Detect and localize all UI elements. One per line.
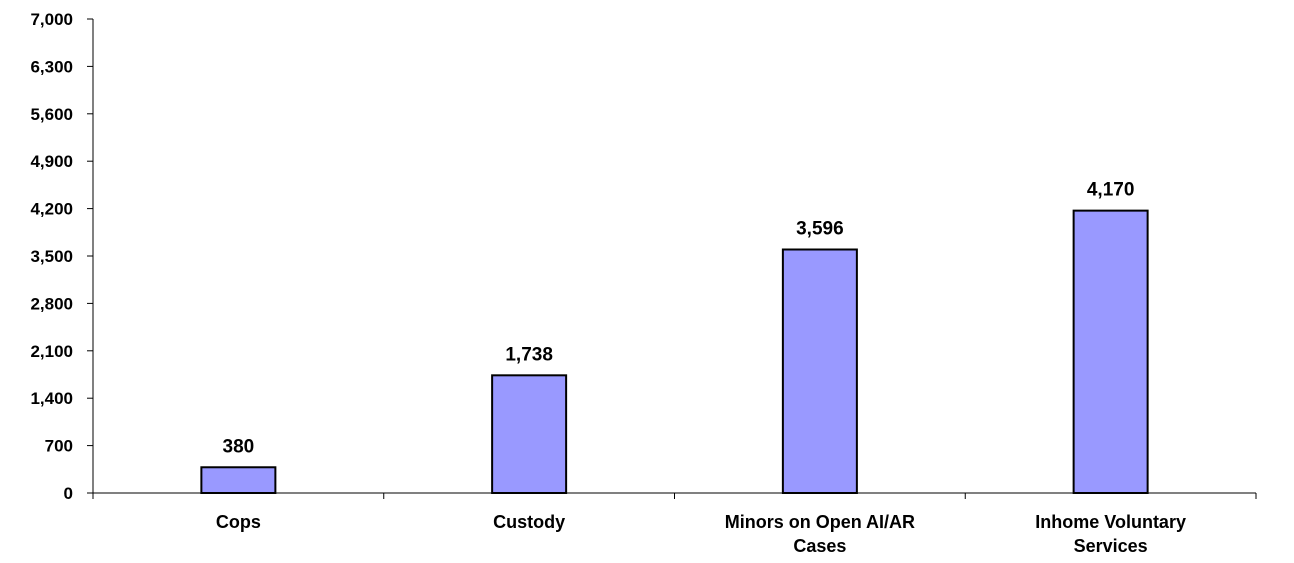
y-tick-label: 4,200: [30, 200, 73, 219]
x-category-label-line: Cases: [793, 536, 846, 556]
x-category-label-line: Services: [1074, 536, 1148, 556]
bar: [491, 374, 568, 494]
y-tick-label: 5,600: [30, 105, 73, 124]
y-tick-label: 2,800: [30, 294, 73, 313]
data-label: 3,596: [796, 218, 844, 239]
x-category-label: Cops: [216, 512, 261, 532]
y-axis: 0 700 1,400 2,100 2,800 3,500 4,200 4,900 5,600 6…: [30, 10, 94, 503]
x-category-label-line: Custody: [493, 512, 565, 532]
x-category-label: Minors on Open AI/AR Cases: [725, 512, 915, 556]
x-category-label-line: Inhome Voluntary: [1035, 512, 1186, 532]
y-tick-label: 0: [64, 484, 73, 503]
x-axis: Cops Custody Minors on Open AI/AR Cases Inho…: [92, 492, 1257, 556]
y-tick-label: 1,400: [30, 389, 73, 408]
x-category-label-line: Minors on Open AI/AR: [725, 512, 915, 532]
bar: [781, 248, 858, 494]
data-label: 4,170: [1087, 180, 1135, 201]
data-labels: 380 1,738 3,596 4,170: [223, 180, 1135, 458]
x-category-label-line: Cops: [216, 512, 261, 532]
y-tick-label: 700: [45, 437, 73, 456]
bar: [1072, 209, 1149, 494]
bars: [200, 209, 1149, 495]
data-label: 1,738: [505, 344, 553, 365]
y-tick-label: 7,000: [30, 10, 73, 29]
y-tick-label: 4,900: [30, 152, 73, 171]
bar: [200, 466, 277, 495]
x-category-label: Custody: [493, 512, 565, 532]
y-tick-label: 2,100: [30, 342, 73, 361]
data-label: 380: [223, 436, 255, 457]
y-tick-label: 6,300: [30, 57, 73, 76]
y-tick-label: 3,500: [30, 247, 73, 266]
x-category-label: Inhome Voluntary Services: [1035, 512, 1186, 556]
